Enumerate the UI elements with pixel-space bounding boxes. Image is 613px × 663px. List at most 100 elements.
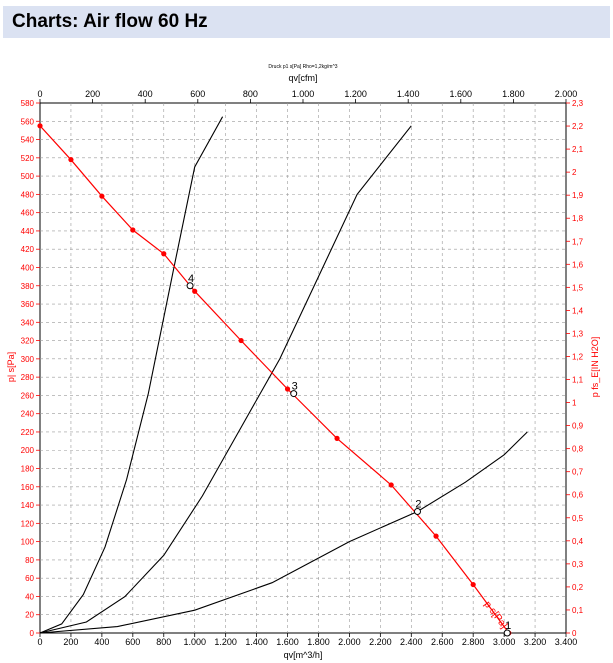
left-tick-label: 340 bbox=[21, 318, 35, 327]
system-curve-1 bbox=[39, 116, 224, 634]
right-tick-label: 0 bbox=[572, 629, 577, 638]
bottom-tick-label: 2.400 bbox=[400, 637, 423, 647]
operating-point-label: 2 bbox=[415, 498, 421, 510]
page-title: Charts: Air flow 60 Hz bbox=[12, 11, 208, 32]
right-axis-label: p fs_E[IN H2O] bbox=[590, 337, 600, 398]
fan-curve-point bbox=[99, 193, 105, 199]
left-tick-label: 20 bbox=[25, 611, 34, 620]
fan-curve-point bbox=[37, 123, 43, 129]
right-tick-label: 0,1 bbox=[572, 606, 584, 615]
top-tick-label: 1.600 bbox=[450, 89, 473, 99]
right-tick-label: 0,7 bbox=[572, 468, 584, 477]
top-tick-label: 400 bbox=[138, 89, 153, 99]
bottom-tick-label: 2.800 bbox=[462, 637, 485, 647]
right-tick-label: 2,1 bbox=[572, 145, 584, 154]
left-tick-label: 300 bbox=[21, 355, 35, 364]
bottom-tick-label: 1.600 bbox=[276, 637, 299, 647]
section-header: Charts: Air flow 60 Hz bbox=[3, 6, 610, 38]
bottom-tick-label: 0 bbox=[37, 637, 42, 647]
left-axis-label: p| s[Pa] bbox=[6, 352, 16, 382]
top-tick-label: 800 bbox=[243, 89, 258, 99]
right-tick-label: 0,9 bbox=[572, 422, 584, 431]
right-tick-label: 1,1 bbox=[572, 376, 584, 385]
left-tick-label: 80 bbox=[25, 556, 34, 565]
right-tick-label: 0,5 bbox=[572, 514, 584, 523]
bottom-tick-label: 2.200 bbox=[369, 637, 392, 647]
top-tick-label: 1.400 bbox=[397, 89, 420, 99]
left-tick-label: 40 bbox=[25, 592, 34, 601]
operating-point-label: 1 bbox=[505, 620, 511, 632]
left-tick-label: 180 bbox=[21, 465, 35, 474]
left-tick-label: 60 bbox=[25, 574, 34, 583]
left-tick-label: 260 bbox=[21, 391, 35, 400]
top-tick-label: 1.200 bbox=[344, 89, 367, 99]
left-tick-label: 320 bbox=[21, 337, 35, 346]
left-tick-label: 120 bbox=[21, 519, 35, 528]
left-tick-label: 480 bbox=[21, 190, 35, 199]
fan-curve-point bbox=[284, 386, 291, 392]
system-curve-3 bbox=[39, 431, 528, 634]
left-tick-label: 160 bbox=[21, 483, 35, 492]
right-tick-label: 1,7 bbox=[572, 237, 584, 246]
right-tick-label: 1,3 bbox=[572, 329, 584, 338]
left-tick-label: 520 bbox=[21, 154, 35, 163]
top-axis-label: qv[cfm] bbox=[288, 73, 317, 83]
fan-curve-point bbox=[238, 337, 244, 344]
right-tick-label: 0,3 bbox=[572, 560, 584, 569]
operating-point-label: 3 bbox=[292, 381, 298, 393]
bottom-tick-label: 2.600 bbox=[431, 637, 454, 647]
operating-point-marker bbox=[186, 282, 194, 290]
top-tick-label: 1.800 bbox=[502, 89, 525, 99]
left-tick-label: 0 bbox=[30, 629, 35, 638]
left-tick-label: 140 bbox=[21, 501, 35, 510]
fan-curve-line bbox=[39, 125, 510, 634]
fan-curve-point bbox=[161, 251, 167, 257]
left-tick-label: 460 bbox=[21, 209, 35, 218]
left-tick-label: 380 bbox=[21, 282, 35, 291]
plot-frame bbox=[39, 102, 567, 634]
left-tick-label: 240 bbox=[21, 410, 35, 419]
fan-curve-point bbox=[130, 227, 136, 233]
top-tick-label: 1.000 bbox=[292, 89, 315, 99]
left-tick-label: 440 bbox=[21, 227, 35, 236]
bottom-tick-label: 1.000 bbox=[183, 637, 206, 647]
left-tick-label: 500 bbox=[21, 172, 35, 181]
top-tick-label: 200 bbox=[85, 89, 100, 99]
operating-point-marker bbox=[290, 390, 298, 398]
right-tick-label: 1 bbox=[572, 399, 577, 408]
left-tick-label: 360 bbox=[21, 300, 35, 309]
operating-point-marker bbox=[503, 629, 511, 637]
bottom-tick-label: 2.000 bbox=[338, 637, 361, 647]
bottom-tick-label: 1.200 bbox=[214, 637, 237, 647]
fan-curve-point bbox=[192, 288, 198, 294]
bottom-tick-label: 200 bbox=[63, 637, 78, 647]
chart-title: Druck p1 s[Pa] Rho=1,2kg/m^3 bbox=[268, 64, 337, 70]
fan-curve-point bbox=[470, 581, 476, 588]
right-tick-label: 0,4 bbox=[572, 537, 584, 546]
bottom-tick-label: 1.400 bbox=[245, 637, 268, 647]
fan-curve-point bbox=[334, 435, 340, 441]
fan-curve-point bbox=[433, 533, 439, 539]
left-tick-label: 400 bbox=[21, 263, 35, 272]
right-tick-label: 1,2 bbox=[572, 352, 584, 361]
right-tick-label: 2 bbox=[572, 168, 577, 177]
right-tick-label: 2,3 bbox=[572, 99, 584, 108]
left-tick-label: 420 bbox=[21, 245, 35, 254]
right-tick-label: 1,4 bbox=[572, 306, 584, 315]
right-tick-label: 2,2 bbox=[572, 122, 584, 131]
top-tick-label: 600 bbox=[190, 89, 205, 99]
bottom-axis-label: qv[m^3/h] bbox=[284, 650, 323, 660]
right-tick-label: 0,2 bbox=[572, 583, 584, 592]
left-tick-label: 280 bbox=[21, 373, 35, 382]
right-tick-label: 1,9 bbox=[572, 191, 584, 200]
bottom-tick-label: 3.200 bbox=[524, 637, 547, 647]
bottom-tick-label: 400 bbox=[94, 637, 109, 647]
fan-curve-point bbox=[68, 157, 74, 163]
right-tick-label: 1,8 bbox=[572, 214, 584, 223]
bottom-tick-label: 3.400 bbox=[555, 637, 578, 647]
operating-point-label: 4 bbox=[188, 273, 194, 285]
top-tick-label: 0 bbox=[37, 89, 42, 99]
left-tick-label: 200 bbox=[21, 446, 35, 455]
left-tick-label: 540 bbox=[21, 136, 35, 145]
